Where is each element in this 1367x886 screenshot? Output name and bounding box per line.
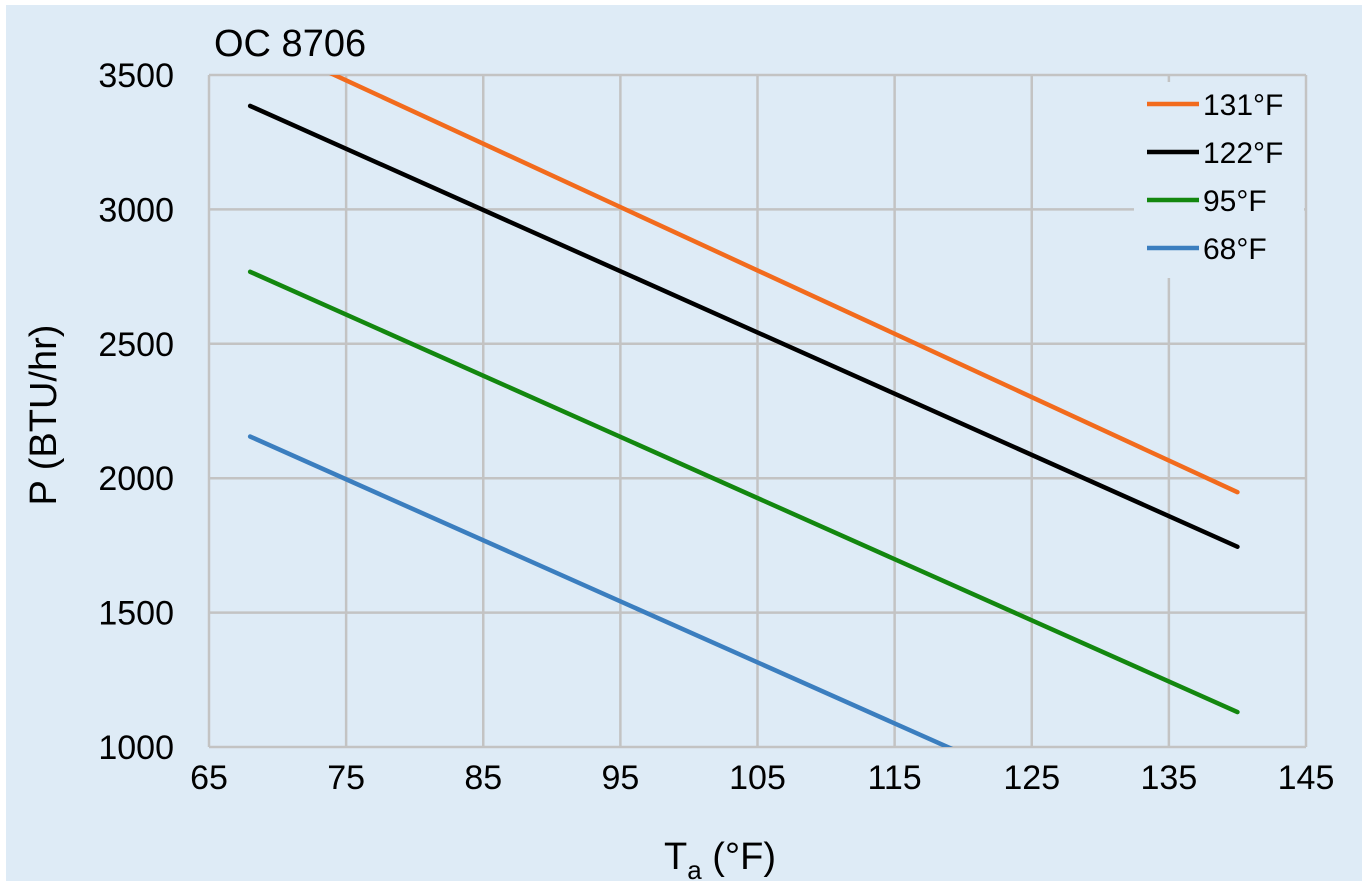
x-tick-label: 135 (1141, 759, 1198, 797)
x-tick-label: 125 (1003, 759, 1060, 797)
x-axis-label-unit: (°F) (702, 836, 776, 878)
y-tick-label: 2000 (98, 460, 174, 498)
y-tick-label: 3000 (98, 191, 174, 229)
chart: 65 75 85 95 105 115 125 135 145 1000 1500 2000 2500 3… (6, 5, 1362, 881)
series-lines (247, 75, 1240, 747)
legend: 131°F 122°F 95°F 68°F (1134, 82, 1304, 278)
series-line-1 (247, 103, 1240, 549)
series-line-0 (329, 75, 1240, 495)
y-tick-label: 3500 (98, 57, 174, 95)
y-tick-label: 2500 (98, 326, 174, 364)
x-tick-label: 95 (601, 759, 639, 797)
grid-lines (207, 73, 1308, 749)
x-axis-label-subscript: a (687, 855, 702, 881)
legend-background (1134, 82, 1304, 278)
x-tick-label: 145 (1278, 759, 1335, 797)
y-axis-label: P (BTU/hr) (23, 325, 65, 506)
chart-svg: 65 75 85 95 105 115 125 135 145 1000 1500 2000 2500 3… (23, 23, 1334, 881)
chart-title: OC 8706 (214, 23, 366, 65)
legend-label-1: 122°F (1203, 137, 1283, 170)
x-axis-label-main: T (664, 836, 687, 878)
legend-label-2: 95°F (1203, 185, 1267, 218)
tick-labels: 65 75 85 95 105 115 125 135 145 1000 1500 2000 2500 3… (98, 57, 1334, 797)
legend-label-3: 68°F (1203, 233, 1267, 266)
x-tick-label: 85 (464, 759, 502, 797)
x-tick-label: 115 (868, 759, 922, 797)
x-tick-label: 105 (729, 759, 786, 797)
series-line-2 (247, 269, 1240, 715)
y-tick-label: 1500 (98, 595, 174, 633)
series-line-3 (247, 434, 954, 747)
x-tick-label: 75 (327, 759, 365, 797)
x-tick-label: 65 (190, 759, 228, 797)
y-tick-label: 1000 (98, 729, 174, 767)
legend-label-0: 131°F (1203, 89, 1283, 122)
x-axis-label: Ta (°F) (664, 836, 776, 881)
